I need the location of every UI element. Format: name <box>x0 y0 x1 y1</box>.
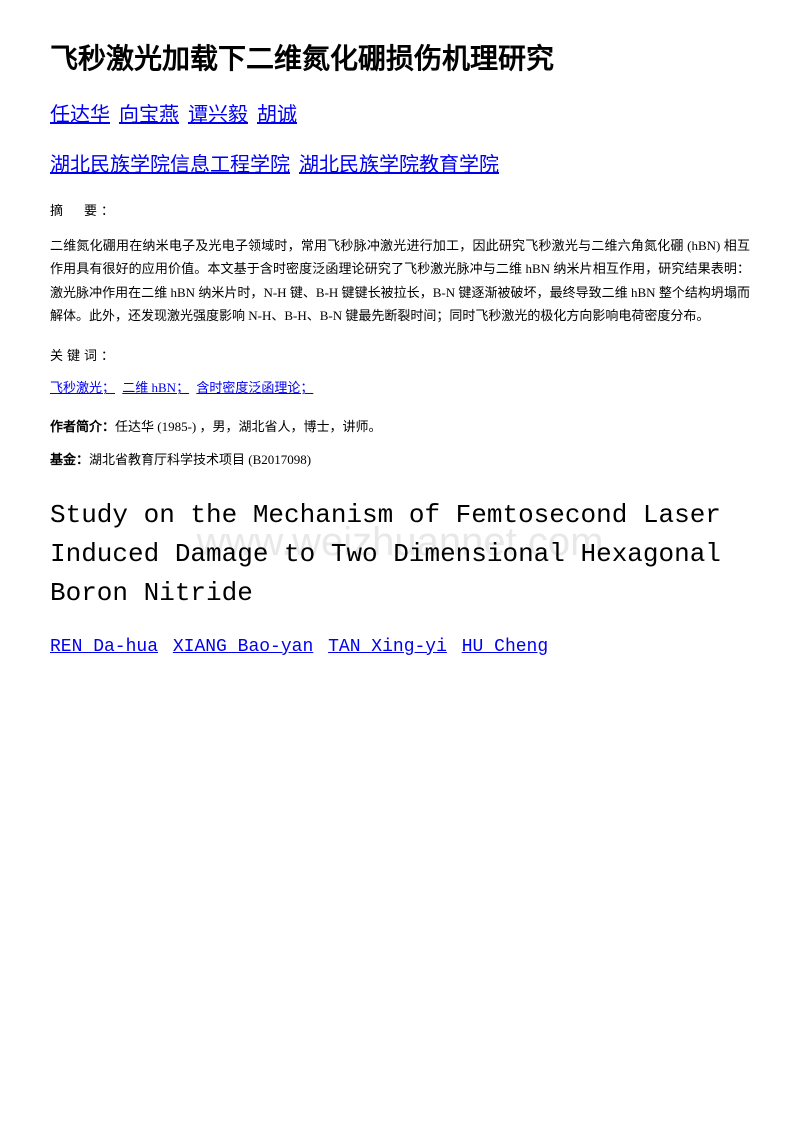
authors-en: REN Da-hua XIANG Bao-yan TAN Xing-yi HU … <box>50 633 750 662</box>
author-link-en[interactable]: XIANG Bao-yan <box>173 637 313 657</box>
affiliations-cn: 湖北民族学院信息工程学院 湖北民族学院教育学院 <box>50 149 750 181</box>
paper-title-en: Study on the Mechanism of Femtosecond La… <box>50 496 750 613</box>
keywords-list: 飞秒激光； 二维 hBN； 含时密度泛函理论； <box>50 378 750 399</box>
abstract-text-cn: 二维氮化硼用在纳米电子及光电子领域时，常用飞秒脉冲激光进行加工，因此研究飞秒激光… <box>50 234 750 328</box>
authors-cn: 任达华 向宝燕 谭兴毅 胡诚 <box>50 99 750 131</box>
keyword-link[interactable]: 二维 hBN； <box>122 380 189 395</box>
keyword-link[interactable]: 含时密度泛函理论； <box>196 380 313 395</box>
author-link-en[interactable]: HU Cheng <box>462 637 548 657</box>
author-link[interactable]: 任达华 <box>50 104 110 126</box>
keyword-link[interactable]: 飞秒激光； <box>50 380 115 395</box>
author-link[interactable]: 向宝燕 <box>119 104 179 126</box>
author-link[interactable]: 谭兴毅 <box>188 104 248 126</box>
keywords-label: 关键词： <box>50 346 750 367</box>
affiliation-link[interactable]: 湖北民族学院信息工程学院 <box>50 154 290 176</box>
funding-text: 湖北省教育厅科学技术项目 (B2017098) <box>89 452 311 467</box>
funding: 基金：湖北省教育厅科学技术项目 (B2017098) <box>50 450 750 471</box>
affiliation-link[interactable]: 湖北民族学院教育学院 <box>299 154 499 176</box>
author-bio-label: 作者简介： <box>50 419 115 434</box>
author-link-en[interactable]: TAN Xing-yi <box>328 637 447 657</box>
author-bio-text: 任达华 (1985-) ，男，湖北省人，博士，讲师。 <box>115 419 382 434</box>
author-link[interactable]: 胡诚 <box>257 104 297 126</box>
paper-title-cn: 飞秒激光加载下二维氮化硼损伤机理研究 <box>50 40 750 79</box>
funding-label: 基金： <box>50 452 89 467</box>
author-link-en[interactable]: REN Da-hua <box>50 637 158 657</box>
author-bio: 作者简介：任达华 (1985-) ，男，湖北省人，博士，讲师。 <box>50 417 750 438</box>
abstract-label: 摘 要： <box>50 201 750 222</box>
